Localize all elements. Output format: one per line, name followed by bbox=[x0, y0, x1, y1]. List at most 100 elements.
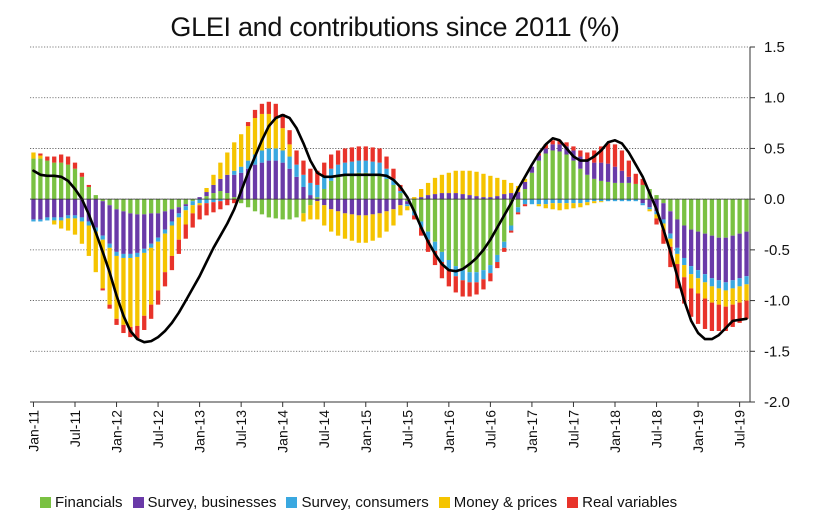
bar-segment bbox=[218, 162, 223, 179]
bar-segment bbox=[654, 214, 659, 219]
bar-segment bbox=[529, 172, 535, 200]
bar-segment bbox=[578, 150, 583, 157]
bar-segment bbox=[702, 199, 708, 234]
bar-segment bbox=[349, 214, 355, 241]
bar-segment bbox=[522, 181, 528, 189]
bar-segment bbox=[259, 199, 265, 215]
bar-segment bbox=[273, 118, 278, 149]
bar-segment bbox=[218, 199, 223, 202]
bar-segment bbox=[682, 225, 687, 258]
bar-segment bbox=[349, 173, 355, 200]
bar-segment bbox=[419, 199, 424, 222]
chart-title: GLEI and contributions since 2011 (%) bbox=[170, 12, 620, 42]
bar-segment bbox=[218, 201, 223, 210]
bar-segment bbox=[439, 174, 445, 194]
x-tick-label: Jan-19 bbox=[690, 410, 706, 453]
bar-segment bbox=[439, 262, 445, 279]
x-tick-label: Jan-18 bbox=[607, 410, 623, 453]
bar-segment bbox=[100, 235, 105, 240]
y-tick-label: 0.0 bbox=[764, 191, 785, 208]
bar-segment bbox=[529, 199, 535, 205]
bar-segment bbox=[204, 187, 209, 193]
bar-segment bbox=[142, 199, 147, 215]
bar-segment bbox=[93, 231, 98, 273]
bar-segment bbox=[155, 213, 161, 238]
bar-segment bbox=[142, 252, 147, 316]
y-tick-label: -1.0 bbox=[764, 293, 790, 310]
bar-segment bbox=[654, 199, 659, 212]
bar-segment bbox=[509, 225, 514, 231]
bar-segment bbox=[592, 199, 597, 202]
bar-segment bbox=[72, 215, 78, 219]
bar-segment bbox=[315, 199, 320, 202]
bar-segment bbox=[252, 109, 258, 118]
bar-segment bbox=[65, 218, 71, 231]
bar-segment bbox=[668, 211, 673, 234]
bar-segment bbox=[370, 147, 375, 162]
bar-segment bbox=[72, 168, 78, 200]
bar-segment bbox=[460, 194, 465, 200]
bar-segment bbox=[633, 173, 638, 184]
bar-segment bbox=[425, 199, 431, 232]
bar-segment bbox=[363, 215, 368, 243]
bar-segment bbox=[509, 182, 514, 194]
bar-segment bbox=[356, 160, 361, 173]
bar-segment bbox=[225, 199, 230, 206]
bar-segment bbox=[432, 241, 438, 251]
bar-segment bbox=[301, 186, 306, 200]
bar-segment bbox=[308, 168, 313, 183]
bar-segment bbox=[509, 199, 514, 226]
bar-segment bbox=[619, 199, 625, 202]
bar-segment bbox=[585, 160, 590, 175]
bar-segment bbox=[239, 134, 244, 167]
bar-segment bbox=[315, 170, 320, 185]
bar-segment bbox=[419, 197, 424, 200]
bar-segment bbox=[668, 246, 673, 268]
bar-segment bbox=[467, 282, 472, 297]
bar-segment bbox=[474, 171, 479, 197]
bar-segment bbox=[356, 215, 361, 243]
bar-segment bbox=[432, 194, 438, 200]
bar-segment bbox=[661, 219, 666, 224]
bar-segment bbox=[446, 260, 451, 271]
bar-segment bbox=[294, 199, 299, 218]
bar-segment bbox=[661, 203, 666, 220]
bar-segment bbox=[155, 290, 161, 305]
bar-segment bbox=[59, 220, 64, 229]
bar-segment bbox=[425, 239, 431, 252]
bar-segment bbox=[79, 217, 85, 222]
bar-segment bbox=[564, 203, 569, 210]
bar-segment bbox=[633, 199, 638, 202]
bar-segment bbox=[723, 282, 728, 291]
bar-segment bbox=[204, 203, 209, 216]
bar-segment bbox=[342, 162, 348, 175]
bar-segment bbox=[557, 203, 562, 211]
bar-segment bbox=[640, 203, 645, 206]
bar-segment bbox=[716, 237, 721, 281]
bar-segment bbox=[225, 174, 230, 194]
bar-segment bbox=[31, 199, 36, 220]
bar-segment bbox=[391, 209, 396, 226]
bar-segment bbox=[689, 288, 694, 317]
bar-segment bbox=[495, 177, 500, 197]
bar-segment bbox=[432, 250, 438, 266]
bar-segment bbox=[169, 209, 175, 222]
x-tick-label: Jul-18 bbox=[649, 410, 665, 448]
bar-segment bbox=[391, 184, 396, 200]
bar-segment bbox=[370, 173, 375, 200]
bar-segment bbox=[273, 160, 278, 200]
bar-segment bbox=[329, 168, 334, 181]
bar-segment bbox=[640, 184, 645, 200]
bar-segment bbox=[695, 270, 701, 279]
bar-segment bbox=[550, 140, 555, 145]
bar-segment bbox=[723, 306, 728, 331]
bar-segment bbox=[45, 160, 50, 200]
bar-segment bbox=[730, 235, 735, 281]
bar-segment bbox=[737, 199, 742, 234]
bar-segment bbox=[640, 178, 645, 185]
bar-segment bbox=[107, 205, 112, 244]
bar-segment bbox=[225, 193, 230, 200]
bar-segment bbox=[474, 272, 479, 283]
bar-segment bbox=[204, 199, 209, 204]
bar-segment bbox=[515, 192, 521, 200]
